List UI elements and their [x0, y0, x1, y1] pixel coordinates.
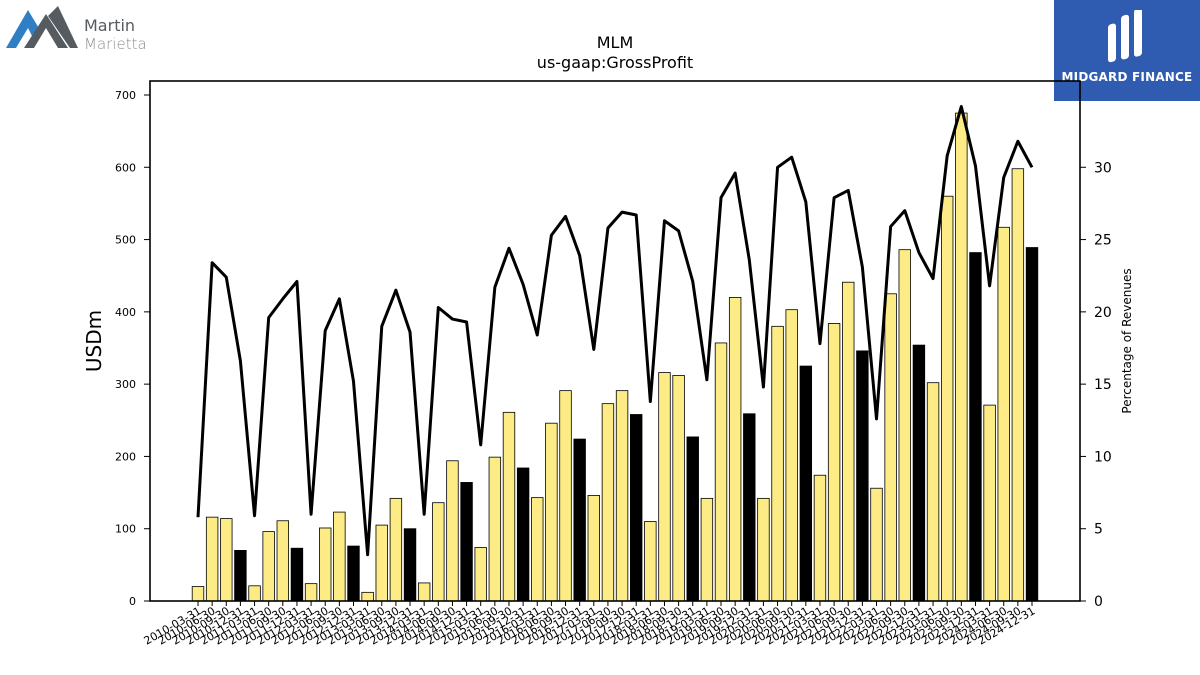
- bar-2024-03-31: [983, 404, 996, 602]
- bar-2021-03-31: [813, 474, 827, 602]
- bar-2018-03-31: [644, 521, 657, 602]
- bar-2018-12-31: [686, 436, 699, 602]
- bar-2015-03-31: [474, 547, 487, 602]
- bar-2016-12-31: [573, 438, 586, 602]
- logo-text-line2: Marietta: [84, 35, 147, 53]
- y2-tick-label: 0: [1094, 594, 1103, 610]
- y-tick-label: 400: [115, 306, 136, 319]
- bar-2019-12-31: [743, 413, 756, 602]
- bar-2019-09-30: [728, 296, 742, 602]
- bar-2021-09-30: [842, 281, 855, 602]
- bar-2018-09-30: [672, 375, 685, 602]
- y2-axis-label: Percentage of Revenues: [1120, 268, 1134, 413]
- midgard-emblem-icon: [1108, 10, 1142, 63]
- bar-2020-03-31: [757, 497, 770, 602]
- plot-frame: [149, 80, 1081, 602]
- bar-2023-03-31: [926, 382, 940, 602]
- bar-2017-12-31: [630, 414, 643, 602]
- bar-2010-06-30: [205, 516, 219, 602]
- y-tick-label: 300: [115, 378, 136, 391]
- bar-2017-03-31: [587, 495, 600, 602]
- bar-2023-06-30: [940, 195, 954, 602]
- bar-2016-09-30: [559, 390, 572, 602]
- y-tick-label: 500: [115, 234, 136, 247]
- bar-2013-06-30: [375, 524, 388, 602]
- y-tick-label: 200: [115, 450, 136, 463]
- y-axis-label: USDm: [82, 310, 106, 372]
- y-tick-label: 0: [129, 595, 136, 608]
- bar-2020-06-30: [771, 325, 784, 602]
- bar-2022-12-31: [912, 344, 926, 602]
- bar-2011-03-31: [248, 585, 261, 602]
- bar-2012-06-30: [319, 527, 332, 602]
- bar-2012-03-31: [304, 583, 318, 602]
- bar-2013-03-31: [361, 591, 374, 602]
- y2-tick-label: 5: [1094, 522, 1103, 538]
- bar-2011-09-30: [276, 520, 290, 602]
- y2-tick-label: 15: [1094, 377, 1112, 393]
- mountain-logo-icon: [6, 6, 78, 48]
- bar-2018-06-30: [658, 372, 671, 602]
- bar-2023-12-31: [969, 252, 982, 602]
- bar-2022-09-30: [898, 249, 911, 602]
- bar-2021-06-30: [827, 323, 841, 602]
- y2-tick-label: 30: [1094, 160, 1112, 176]
- y-tick-label: 100: [115, 523, 136, 536]
- midgard-finance-label: MIDGARD FINANCE: [1061, 70, 1193, 84]
- martin-marietta-logo: Martin Marietta: [6, 6, 166, 54]
- bar-2013-09-30: [389, 497, 403, 602]
- bar-2012-12-31: [347, 545, 360, 602]
- chart-subtitle: us-gaap:GrossProfit: [536, 53, 694, 72]
- bar-2015-06-30: [488, 456, 502, 602]
- bar-2022-03-31: [870, 487, 883, 602]
- bar-2022-06-30: [884, 293, 897, 602]
- bar-2020-12-31: [799, 365, 813, 602]
- bar-2016-03-31: [531, 497, 544, 602]
- bar-2024-12-31: [1025, 247, 1039, 602]
- y2-tick-label: 10: [1094, 449, 1112, 465]
- y-tick-label: 600: [115, 161, 136, 174]
- bar-2019-06-30: [714, 342, 728, 602]
- bar-2023-09-30: [955, 112, 968, 602]
- bar-2010-09-30: [220, 518, 233, 602]
- bar-2010-03-31: [191, 586, 205, 602]
- y-tick-label: 700: [115, 89, 136, 102]
- bar-2013-12-31: [403, 528, 417, 602]
- bar-2016-06-30: [545, 422, 558, 602]
- y2-tick-label: 25: [1094, 233, 1112, 249]
- bar-2011-06-30: [262, 531, 275, 602]
- logo-text-line1: Martin: [84, 16, 136, 35]
- bar-2020-09-30: [785, 309, 798, 602]
- bar-2010-12-31: [234, 550, 247, 602]
- bar-2011-12-31: [290, 547, 304, 602]
- bar-2014-06-30: [432, 502, 445, 602]
- bar-2014-12-31: [460, 482, 473, 602]
- bar-2017-09-30: [615, 390, 629, 602]
- chart-title: MLM: [596, 33, 634, 52]
- bar-2024-09-30: [1011, 168, 1025, 602]
- bar-2014-09-30: [446, 460, 459, 602]
- bar-2024-06-30: [997, 226, 1010, 602]
- bar-2012-09-30: [333, 511, 346, 602]
- bar-2019-03-31: [700, 497, 714, 602]
- bar-2021-12-31: [856, 350, 869, 602]
- bar-2014-03-31: [417, 582, 431, 602]
- bar-2017-06-30: [601, 403, 615, 602]
- midgard-finance-logo: MIDGARD FINANCE: [1054, 0, 1200, 101]
- percentage-line: [196, 105, 1034, 557]
- bar-2015-12-31: [516, 467, 530, 602]
- bar-2015-09-30: [502, 411, 516, 602]
- y2-tick-label: 20: [1094, 305, 1112, 321]
